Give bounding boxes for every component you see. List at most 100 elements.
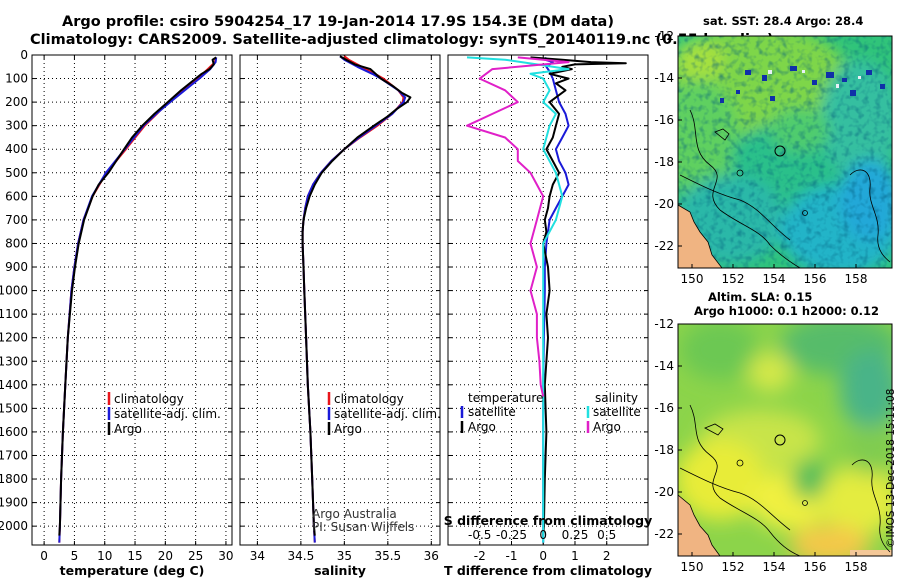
x-axis-label: T difference from climatology [444,563,652,578]
map-y-tick-label: -18 [654,155,674,169]
x-tick-label: 34 [250,549,265,563]
map-y-tick-label: -22 [654,527,674,541]
x-tick-label: 1 [571,549,579,563]
map-x-tick-label: 158 [845,560,868,574]
y-tick-label: 1400 [0,378,28,392]
series-argo-line [301,55,412,536]
map-x-tick-label: 152 [722,560,745,574]
map-y-tick-label: -20 [654,485,674,499]
map-y-tick-label: -16 [654,401,674,415]
x-axis-label: salinity [314,563,366,578]
x-tick-label: 2 [603,549,611,563]
credit-line-2: PI: Susan Wijffels [312,520,414,534]
x-tick-label: 15 [127,549,142,563]
temperature-panel: 0100200300400500600700800900100011001200… [0,48,234,578]
legend-argo-label: Argo [334,422,362,436]
legend-satellite-label: satellite-adj. clim. [334,407,441,421]
temperature-legend: climatology satellite-adj. clim. Argo [107,392,221,436]
series-t-argo-line [530,56,627,536]
sla-map [678,324,892,556]
legend-argo-label: Argo [114,422,142,436]
y-tick-label: 1600 [0,425,28,439]
sla-map-title-1: Altim. SLA: 0.15 [708,290,812,304]
figure-title-line1: Argo profile: csiro 5904254_17 19-Jan-20… [62,14,614,30]
legend-t-satellite-label: satellite [468,405,516,419]
series-s-satellite-line [466,56,570,543]
map-y-tick-label: -14 [654,71,674,85]
map-y-tick-label: -22 [654,239,674,253]
x2-axis-label: S difference from climatology [444,513,653,528]
x-tick-label: 5 [71,549,79,563]
y-tick-label: 900 [5,260,28,274]
plot-frame [31,54,233,546]
x-tick-label: 36 [424,549,439,563]
y-tick-label: 1900 [0,496,28,510]
map-y-tick-label: -20 [654,197,674,211]
legend-t-argo-label: Argo [468,420,496,434]
x-tick-label: 20 [158,549,173,563]
legend-satellite-label: satellite-adj. clim. [114,407,221,421]
series-s-argo-line [466,56,570,397]
legend-s-satellite-label: satellite [593,405,641,419]
x2-tick-label: -0.25 [496,528,527,542]
sst-map-title: sat. SST: 28.4 Argo: 28.4 [703,14,863,28]
y-tick-label: 1500 [0,401,28,415]
map-x-tick-label: 154 [763,560,786,574]
series-satellite-adj-clim--line [301,55,407,543]
timestamp-credit: ©IMOS 13-Dec-2018 15:11:08 [885,389,897,548]
x-tick-label: 34.5 [288,549,315,563]
map-axes: 150 152 154 156 158 -12 -14 -16 -18 -20 -22 150 152 1… [654,29,867,574]
legend-climatology-label: climatology [114,392,184,406]
y-tick-label: 700 [5,213,28,227]
sst-map-frame [677,35,893,269]
salinity-panel: 34 34.5 35 35.5 36 salinity [239,54,441,578]
x-axis-label: temperature (deg C) [60,563,205,578]
x-tick-label: 35 [337,549,352,563]
y-tick-label: 2000 [0,519,28,533]
x-tick-label: 30 [218,549,233,563]
x-tick-label: 35.5 [374,549,401,563]
map-x-tick-label: 150 [681,560,704,574]
map-y-tick-label: -18 [654,443,674,457]
map-y-tick-label: -12 [654,29,674,43]
difference-panel: -2 -1 0 1 2T difference from climatology S di… [444,54,653,578]
x2-tick-label: 0.25 [562,528,589,542]
map-x-tick-label: 152 [722,272,745,286]
y-tick-label: 100 [5,72,28,86]
y-tick-label: 1300 [0,354,28,368]
x2-tick-label: -0.5 [468,528,491,542]
map-y-tick-label: -12 [654,317,674,331]
x-tick-label: 0 [40,549,48,563]
y-tick-label: 1700 [0,448,28,462]
x2-tick-label: 0.5 [597,528,616,542]
y-tick-label: 800 [5,236,28,250]
x-tick-label: -1 [506,549,518,563]
y-tick-label: 1000 [0,284,28,298]
legend-climatology-label: climatology [334,392,404,406]
legend-temperature-title: temperature [468,391,543,405]
sla-map-title-2: Argo h1000: 0.1 h2000: 0.12 [694,304,879,318]
difference-legend: temperature salinity satellite Argo sate… [460,391,641,434]
plot-frame [447,54,649,546]
map-x-tick-label: 156 [804,272,827,286]
plot-frame [239,54,441,546]
y-tick-label: 500 [5,166,28,180]
legend-s-argo-label: Argo [593,420,621,434]
figure-title-line2: Climatology: CARS2009. Satellite-adjuste… [30,32,774,48]
map-y-tick-label: -16 [654,113,674,127]
x-tick-label: 25 [188,549,203,563]
salinity-legend: climatology satellite-adj. clim. Argo [327,392,441,436]
map-x-tick-label: 150 [681,272,704,286]
y-tick-label: 0 [20,48,28,62]
x-tick-label: 10 [97,549,112,563]
sla-map-frame [677,323,893,557]
x-tick-label: -2 [474,549,486,563]
y-tick-label: 1100 [0,307,28,321]
y-tick-label: 600 [5,189,28,203]
series-t-satellite-line [542,56,570,543]
x-tick-label: 0 [539,549,547,563]
y-tick-label: 300 [5,119,28,133]
y-tick-label: 1200 [0,331,28,345]
y-tick-label: 200 [5,95,28,109]
